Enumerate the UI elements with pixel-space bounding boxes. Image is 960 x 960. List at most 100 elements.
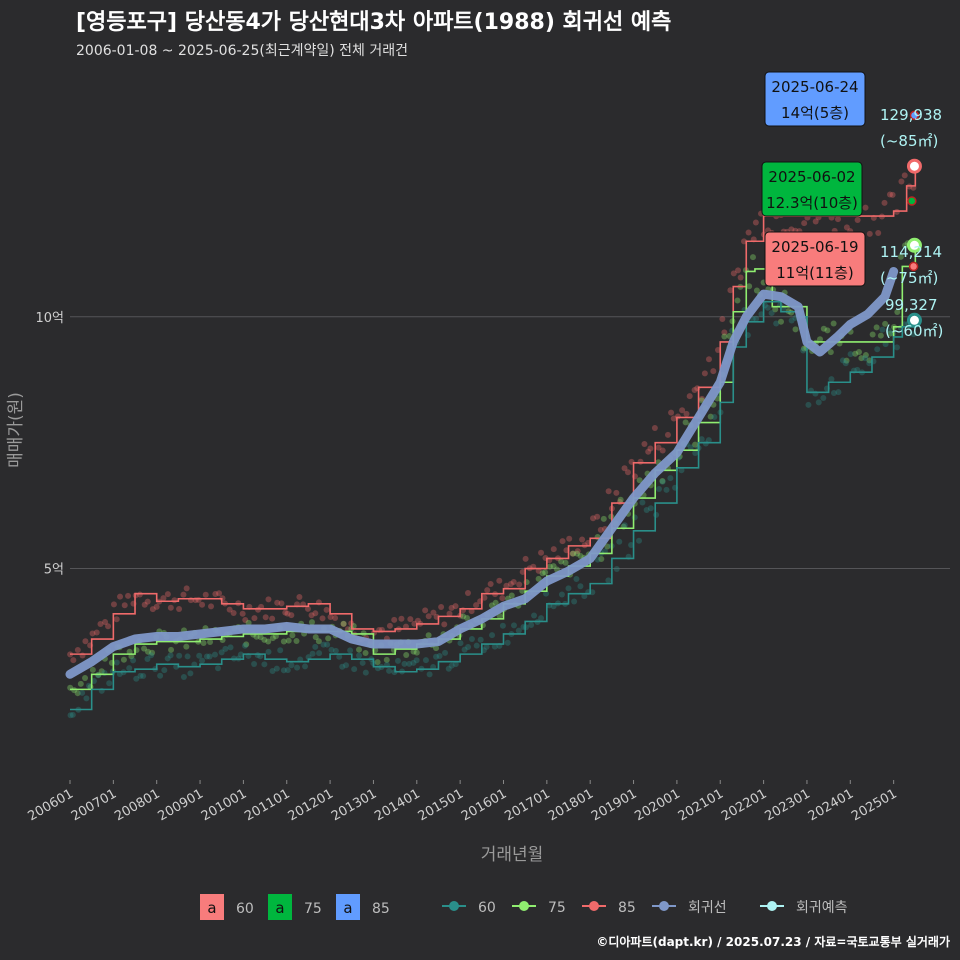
transaction-dot [257,634,264,641]
transaction-dot [488,602,495,609]
transaction-dot [149,649,156,656]
transaction-dot [705,356,712,363]
transaction-dot [95,672,102,679]
x-tick-label: 200901 [156,786,206,824]
transaction-dot [323,606,330,613]
annotation-point [909,110,920,121]
legend-label-text: 75 [304,901,322,917]
transaction-dot [862,204,869,211]
transaction-dot [637,458,644,465]
transaction-dot [815,399,822,406]
x-tick-label: 202001 [632,786,682,824]
transaction-dot [452,603,459,610]
transaction-dot [316,650,323,657]
annotation-box [761,161,863,217]
transaction-dot [161,667,168,674]
transaction-dot [274,599,281,606]
transaction-dot [253,633,260,640]
transaction-dot [873,324,880,331]
transaction-dot [157,672,164,679]
transaction-dot [340,620,347,627]
transaction-dot [448,662,455,669]
transaction-dot [180,591,187,598]
transaction-dot [183,585,190,592]
transaction-dot [792,326,799,333]
transaction-dot [910,331,917,338]
legend-label-key [268,894,292,920]
transaction-dot [543,590,550,597]
transaction-dot [457,640,464,647]
transaction-dot [195,596,202,603]
transaction-dot [401,660,408,667]
transaction-dot [113,616,120,623]
legend-line-dot [659,901,669,911]
transaction-dot [356,646,363,653]
transaction-dot [866,360,873,367]
transaction-dot [855,348,862,355]
transaction-dot [484,587,491,594]
transaction-dot [153,603,160,610]
transaction-dot [83,695,90,702]
transaction-dot [663,486,670,493]
transaction-dot [605,577,612,584]
transaction-dot [336,653,343,660]
transaction-dot [659,477,666,484]
end-label-layer: 129,938 (~85㎡) 114,214 (~75㎡) 99,327 (~60㎡) [880,106,943,340]
transaction-dot [410,648,417,655]
transaction-dot [887,330,894,337]
end-label-size: (~85㎡) [880,132,938,150]
transaction-dot [473,642,480,649]
x-tick-label: 202401 [806,786,856,824]
transaction-dot [516,581,523,588]
transaction-dot [425,632,432,639]
forecast-point-85 [906,158,922,174]
transaction-dot [559,538,566,545]
transaction-dot [284,667,291,674]
transaction-dot [655,444,662,451]
transaction-dot [202,591,209,598]
annotation-60: 2025-06-19 11억(11층) [764,231,919,287]
transaction-dot [324,641,331,648]
transaction-dot [394,657,401,664]
transaction-dot [550,546,557,553]
transaction-dot [468,636,475,643]
transaction-dot [327,613,334,620]
x-tick-label: 200701 [69,786,119,824]
transaction-dot [835,389,842,396]
transaction-dot [452,661,459,668]
transaction-dot [875,230,882,237]
x-tick-label: 201101 [242,786,292,824]
transaction-dot [448,604,455,611]
transaction-dot [117,593,124,600]
transaction-dot [817,336,824,343]
transaction-dot [812,218,819,225]
transaction-dot [319,615,326,622]
transaction-dot [788,317,795,324]
transaction-dot [617,496,624,503]
series-line-85 [70,170,917,655]
transaction-dot [749,254,756,261]
transaction-dot [199,657,206,664]
transaction-dot [489,632,496,639]
legend-line-dot [767,901,777,911]
transaction-dot [82,675,89,682]
transaction-dot [745,229,752,236]
transaction-dot [647,445,654,452]
transaction-dot [898,178,905,185]
transaction-dot [207,638,214,645]
transaction-dot [897,253,904,260]
transaction-dot [351,666,358,673]
x-tick-label: 200601 [26,786,76,824]
transaction-dot [465,644,472,651]
source-caption: ©디아파트(dapt.kr) / 2025.07.23 / 자료=국토교통부 실… [596,935,950,949]
transaction-dot [705,437,712,444]
transaction-dot [141,601,148,608]
transaction-dot [110,601,117,608]
x-tick-label: 202101 [676,786,726,824]
transaction-dot [653,511,660,518]
transaction-dot [858,355,865,362]
transaction-dot [659,478,666,485]
transaction-dot [882,320,889,327]
transaction-dot [288,662,295,669]
transaction-dot [282,609,289,616]
